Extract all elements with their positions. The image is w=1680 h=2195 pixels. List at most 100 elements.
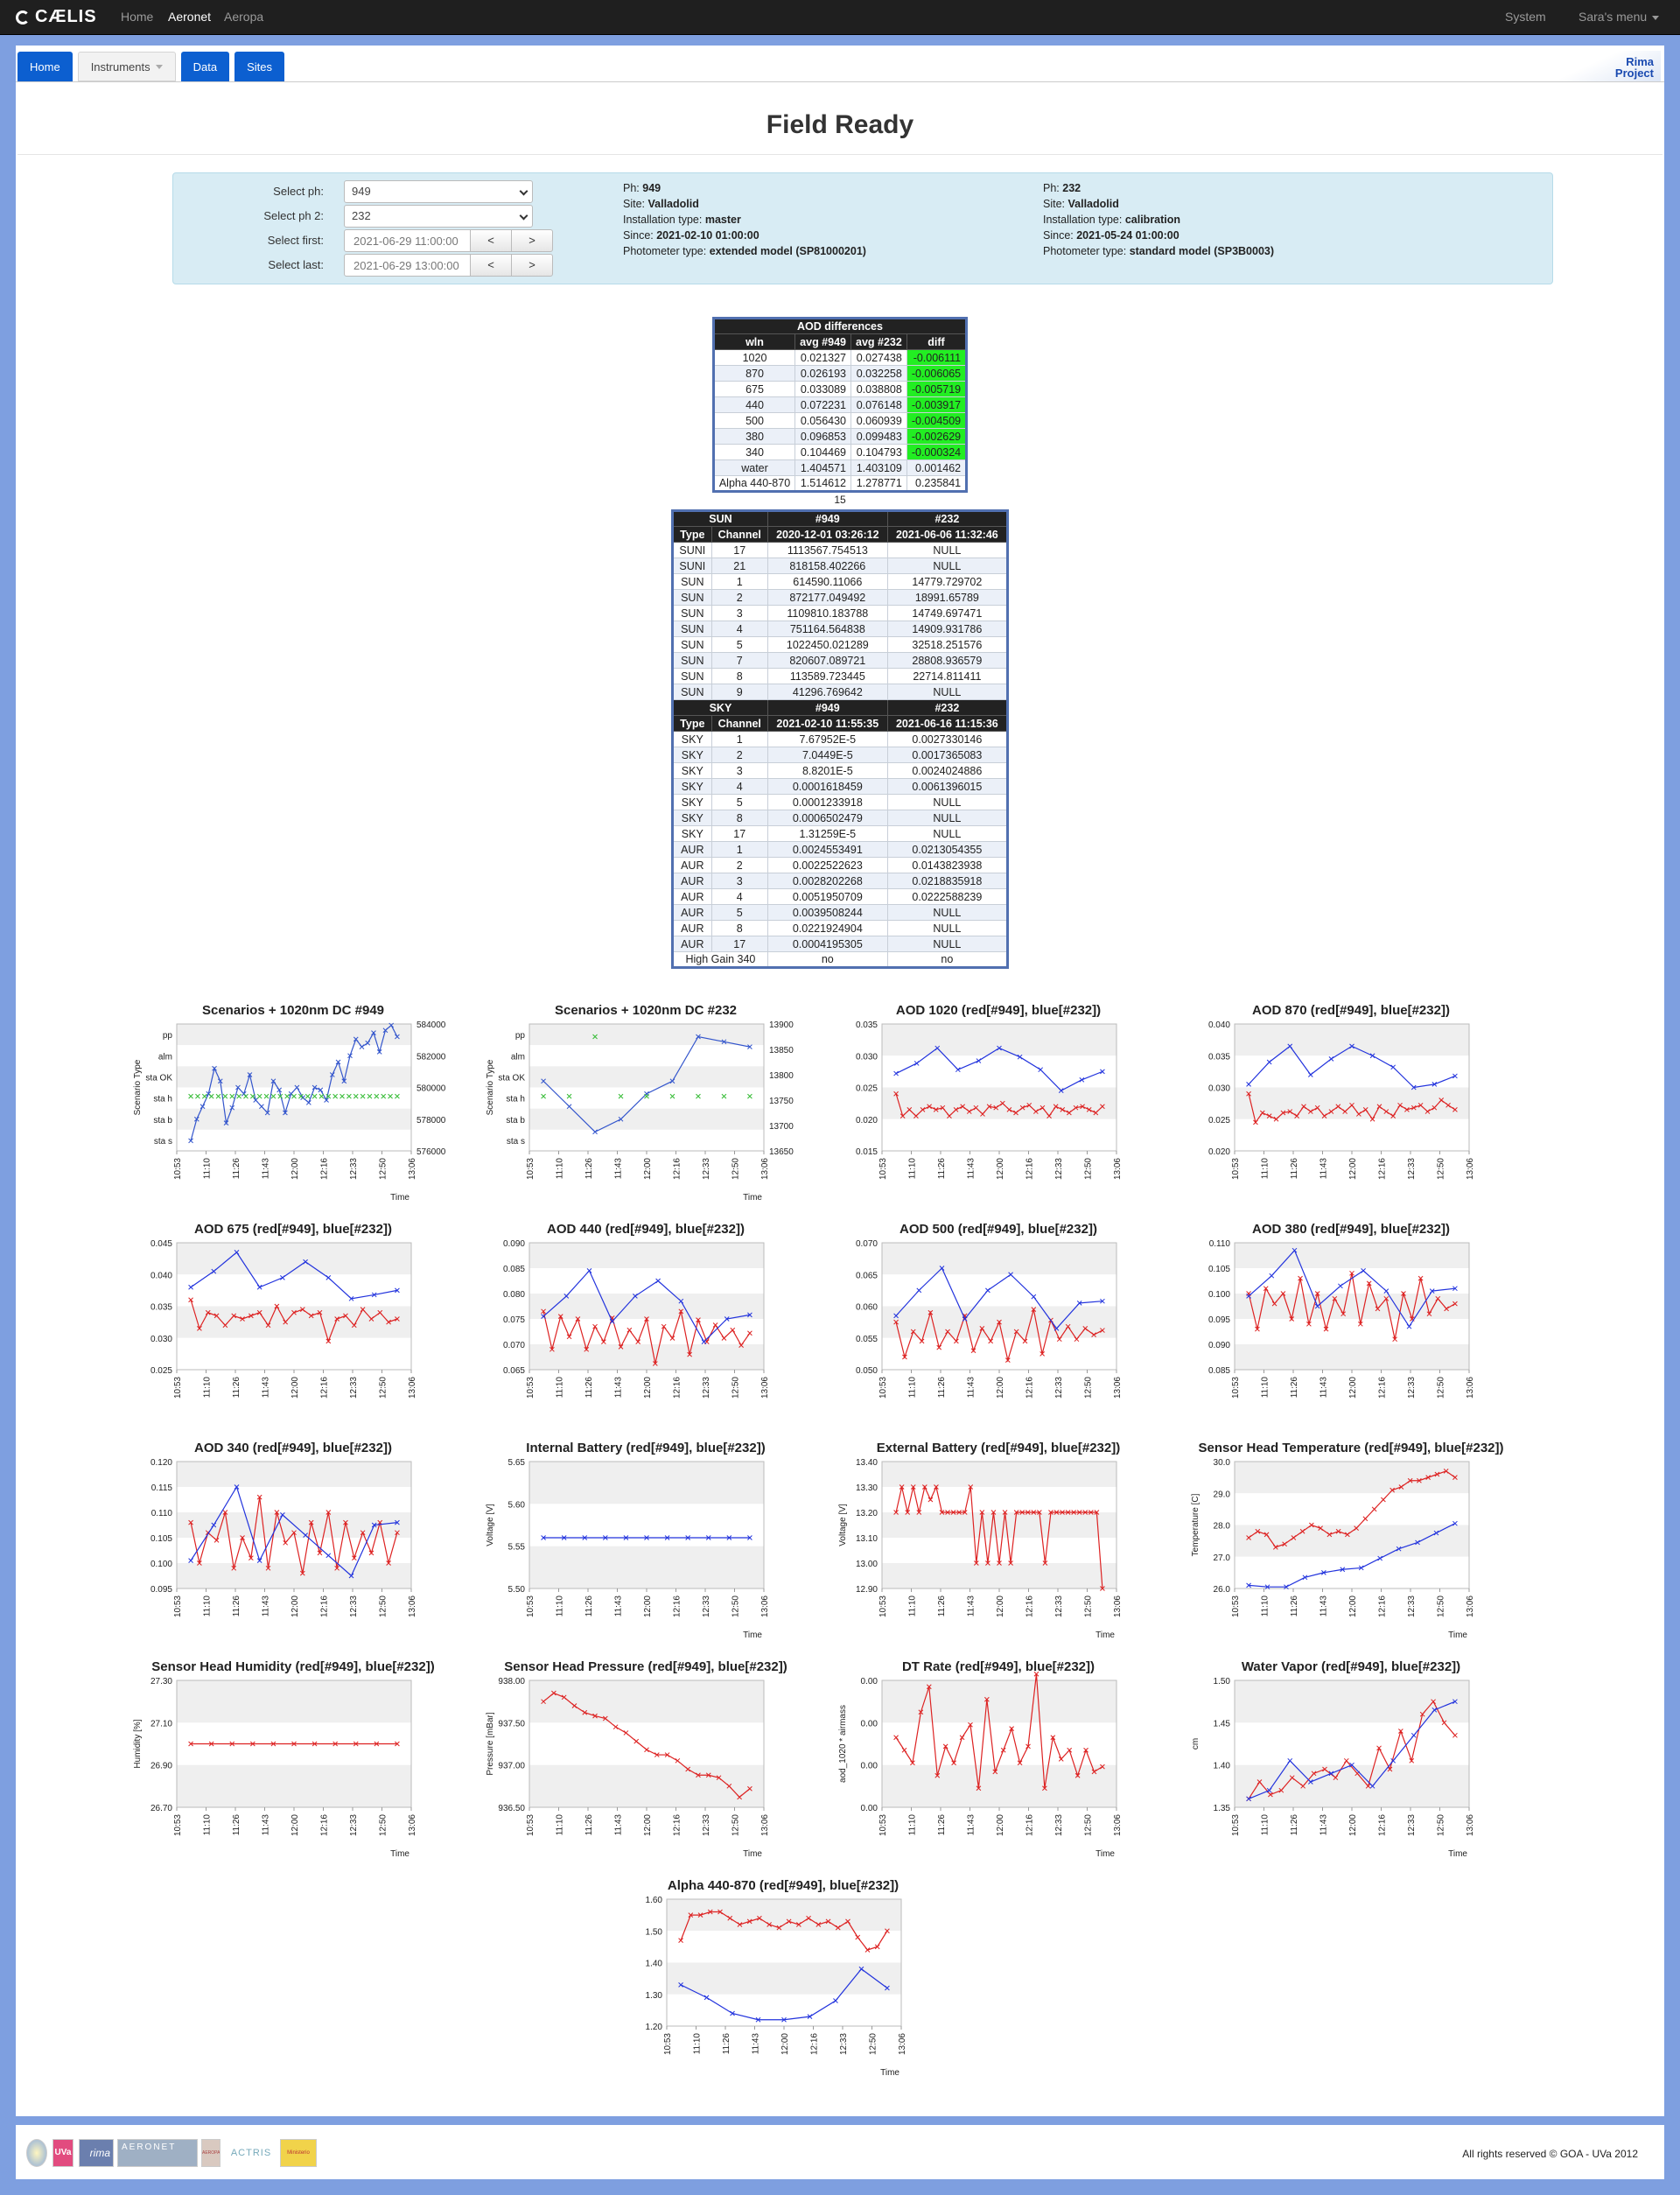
first-datetime-input[interactable]: 2021-06-29 11:00:00 <box>344 229 471 252</box>
x-tick-label: 11:43 <box>967 1814 976 1836</box>
table-row: SKY 4 0.0001618459 0.0061396015 <box>672 778 1009 795</box>
data-point <box>1452 1699 1458 1705</box>
data-point <box>644 1747 649 1753</box>
data-point <box>274 1510 280 1515</box>
column-header: Type <box>672 526 712 543</box>
tab-home[interactable]: Home <box>18 52 73 81</box>
data-point <box>893 1090 899 1097</box>
x-tick-label: 11:43 <box>752 2033 761 2055</box>
data-point <box>277 1093 284 1099</box>
first-next-button[interactable]: > <box>511 229 553 252</box>
x-tick-label: 13:06 <box>1466 1377 1475 1399</box>
data-point <box>644 1535 649 1540</box>
table-cell: 8.8201E-5 <box>766 762 888 779</box>
data-point <box>340 1093 345 1099</box>
table-cell: 818158.402266 <box>766 558 888 574</box>
y-tick-label: alm <box>511 1052 525 1062</box>
y-tick-label: 0.105 <box>150 1534 172 1544</box>
data-point <box>1358 1565 1364 1571</box>
table-cell: 21 <box>710 558 768 574</box>
table-row: SUN 4 751164.564838 14909.931786 <box>672 621 1009 637</box>
data-point <box>592 1034 598 1040</box>
data-point <box>229 1093 235 1099</box>
data-point <box>256 1284 262 1290</box>
table-cell: 7 <box>710 652 768 669</box>
x-tick-label: 10:53 <box>663 2033 673 2055</box>
data-point <box>951 1760 956 1766</box>
data-point <box>214 1538 220 1543</box>
x-tick-label: 11:43 <box>614 1158 624 1180</box>
data-point <box>1302 1574 1308 1581</box>
table-cell: 870 <box>712 365 796 382</box>
last-datetime-input[interactable]: 2021-06-29 13:00:00 <box>344 254 471 277</box>
table-row: SUN 7 820607.089721 28808.936579 <box>672 652 1009 669</box>
data-point <box>910 1329 916 1335</box>
data-point <box>669 1336 676 1341</box>
tab-bar: Home Instruments Data Sites <box>18 52 284 81</box>
tab-data[interactable]: Data <box>180 52 230 81</box>
data-point <box>966 1109 972 1114</box>
tab-instruments[interactable]: Instruments <box>77 52 176 81</box>
data-point <box>1299 1528 1306 1534</box>
data-point <box>1376 1745 1382 1751</box>
table-row: 380 0.096853 0.099483 -0.002629 <box>712 428 968 445</box>
x-tick-label: 11:10 <box>908 1158 918 1180</box>
data-point <box>696 1772 701 1778</box>
select-ph-dropdown[interactable]: 949 <box>344 180 533 203</box>
x-tick-label: 11:26 <box>937 1158 947 1180</box>
table-cell: SUNI <box>672 558 712 574</box>
table-cell: no <box>766 951 888 968</box>
last-next-button[interactable]: > <box>511 254 553 277</box>
data-point <box>1022 1338 1028 1344</box>
column-header: #949 <box>766 699 888 716</box>
first-prev-button[interactable]: < <box>470 229 512 252</box>
data-point <box>215 1093 221 1099</box>
data-point <box>934 1484 939 1490</box>
data-point <box>312 1741 318 1747</box>
column-header: Channel <box>710 715 768 732</box>
data-point <box>685 1766 691 1772</box>
y-tick-label: 0.090 <box>1208 1341 1230 1350</box>
grid-band <box>529 1024 764 1046</box>
data-point <box>644 1093 649 1099</box>
select-ph2-dropdown[interactable]: 232 <box>344 205 533 228</box>
data-point <box>1335 1528 1341 1534</box>
data-point <box>270 1078 276 1084</box>
last-prev-button[interactable]: < <box>470 254 512 277</box>
table-cell: 5 <box>710 904 768 921</box>
y-tick-label: 0.080 <box>503 1290 525 1300</box>
data-point <box>747 1785 752 1792</box>
data-point <box>347 1053 353 1059</box>
data-point <box>618 1344 624 1350</box>
brand-logo[interactable]: CÆLIS <box>16 7 97 27</box>
data-point <box>1434 1471 1440 1477</box>
data-point <box>584 1346 590 1352</box>
nav-home[interactable]: Home <box>121 10 154 24</box>
x-tick-label: 13:06 <box>1466 1158 1475 1180</box>
data-point <box>953 1107 959 1112</box>
data-point <box>940 1105 946 1111</box>
data-point <box>348 1295 354 1301</box>
nav-user-menu[interactable]: Sara's menu <box>1578 10 1660 24</box>
data-point <box>697 1912 704 1918</box>
table-header-row: SKY #949 #232 <box>672 699 1009 716</box>
x-tick-label: 13:06 <box>408 1595 417 1617</box>
tab-sites[interactable]: Sites <box>234 52 284 81</box>
rima-project-logo: Rima Project <box>1530 51 1661 82</box>
table-cell: 9 <box>710 684 768 700</box>
data-point <box>359 1044 365 1049</box>
data-point <box>945 1329 950 1335</box>
table-cell: 0.104469 <box>794 444 851 460</box>
nav-aeronet[interactable]: Aeronet <box>168 10 212 24</box>
nav-system[interactable]: System <box>1505 10 1546 24</box>
data-point <box>222 1093 228 1099</box>
data-point <box>1264 1584 1270 1590</box>
grid-band <box>177 1462 411 1487</box>
x-tick-label: 12:50 <box>1084 1377 1094 1399</box>
table-cell: 8 <box>710 810 768 826</box>
grid-band <box>177 1306 411 1338</box>
y-tick-label: 5.50 <box>508 1585 526 1595</box>
data-point <box>360 1307 366 1312</box>
nav-aeropa[interactable]: Aeropa <box>224 10 264 24</box>
data-point <box>806 1915 811 1921</box>
